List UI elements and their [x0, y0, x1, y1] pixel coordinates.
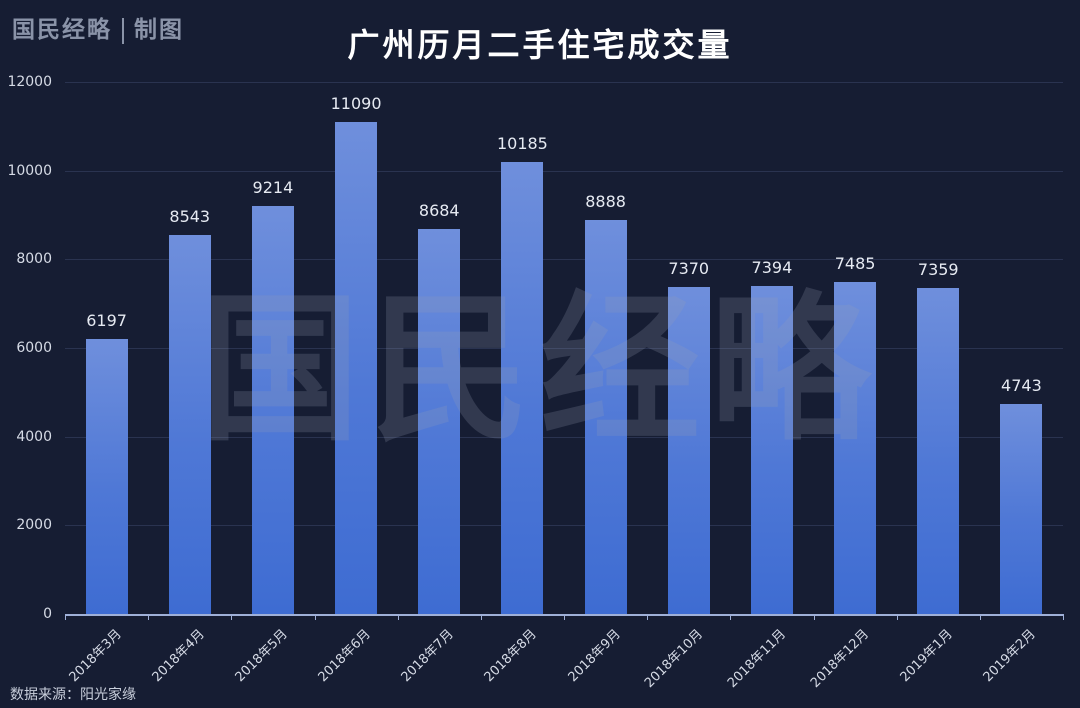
bar: [1000, 403, 1043, 614]
gridline: [65, 436, 1063, 438]
x-tick-label: 2018年4月: [149, 626, 208, 686]
brand-logo: 国民经略 制图: [12, 10, 184, 44]
x-tick-mark: [231, 614, 233, 620]
bar-value-label: 7485: [834, 254, 876, 274]
bar: [917, 287, 960, 614]
x-tick-mark: [397, 614, 399, 620]
y-tick-label: 8000: [16, 251, 52, 268]
x-tick-label: 2018年8月: [481, 626, 541, 686]
x-tick-label: 2018年5月: [232, 626, 291, 686]
x-tick-mark: [979, 614, 981, 620]
x-tick-mark: [813, 614, 815, 620]
bar-value-label: 8888: [585, 191, 626, 211]
bar-value-label: 11090: [330, 94, 382, 114]
x-tick-mark: [65, 614, 66, 620]
x-tick-mark: [730, 614, 732, 620]
bar: [750, 286, 793, 614]
gridline: [65, 525, 1063, 527]
brand-divider: [122, 18, 124, 44]
x-tick-label: 2018年7月: [398, 626, 458, 686]
x-tick-label: 2019年2月: [980, 626, 1040, 686]
bar: [168, 235, 211, 614]
bar: [251, 205, 294, 614]
bar-value-label: 6197: [86, 311, 127, 331]
x-tick-mark: [896, 614, 898, 620]
data-source-note: 数据来源：阳光家缘: [10, 687, 136, 703]
chart-title: 广州历月二手住宅成交量: [347, 26, 733, 64]
x-tick-label: 2018年3月: [66, 626, 125, 686]
gridline: [65, 170, 1063, 172]
y-tick-label: 12000: [7, 74, 52, 90]
x-tick-mark: [564, 614, 565, 620]
y-tick-label: 6000: [16, 340, 52, 356]
gridline: [65, 82, 1063, 83]
gridline: [65, 348, 1063, 349]
bar-value-label: 7359: [917, 259, 959, 279]
bar-value-label: 4743: [1001, 375, 1042, 395]
bar-value-label: 10185: [496, 134, 548, 154]
brand-suffix: 制图: [134, 16, 184, 43]
x-tick-label: 2019年1月: [897, 626, 957, 686]
x-tick-mark: [480, 614, 482, 620]
x-tick-mark: [314, 614, 316, 620]
bar-value-label: 9214: [252, 177, 294, 197]
x-tick-mark: [148, 614, 150, 620]
x-tick-mark: [647, 614, 649, 620]
x-tick-label: 2018年10月: [641, 626, 706, 691]
bar-value-label: 7370: [668, 259, 710, 279]
x-tick-label: 2018年6月: [315, 626, 374, 686]
bar: [85, 339, 128, 614]
brand-name: 国民经略: [12, 16, 112, 43]
bar: [501, 162, 544, 614]
bar: [335, 122, 378, 614]
x-tick-mark: [1063, 614, 1064, 620]
y-tick-label: 10000: [7, 162, 52, 179]
bar-value-label: 8543: [169, 207, 211, 227]
bar: [584, 219, 627, 614]
gridline: [65, 259, 1063, 261]
x-tick-label: 2018年11月: [724, 626, 789, 691]
y-tick-label: 4000: [16, 428, 52, 445]
y-tick-label: 2000: [16, 517, 52, 534]
bar-value-label: 7394: [751, 258, 793, 278]
y-tick-label: 0: [43, 606, 52, 622]
x-tick-label: 2018年12月: [808, 626, 873, 691]
bar: [667, 287, 710, 614]
bar-value-label: 8684: [418, 201, 460, 220]
x-tick-label: 2018年9月: [565, 626, 624, 686]
bar: [834, 282, 877, 614]
bar: [418, 229, 461, 614]
